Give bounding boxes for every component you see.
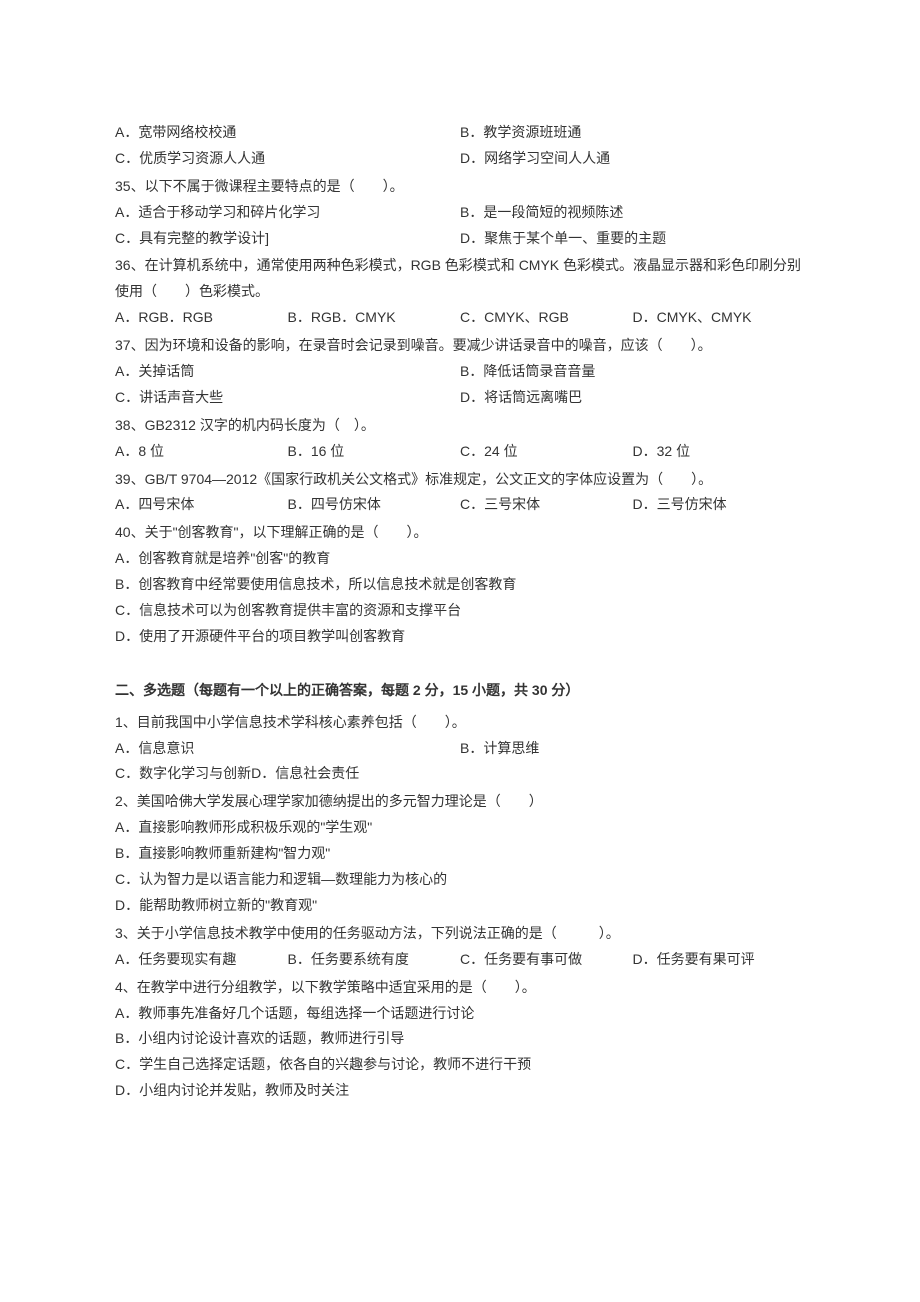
- option-b: B．创客教育中经常要使用信息技术，所以信息技术就是创客教育: [115, 572, 805, 598]
- option-d: D．使用了开源硬件平台的项目教学叫创客教育: [115, 624, 805, 650]
- option-a: A．信息意识: [115, 736, 460, 762]
- option-d: D．信息社会责任: [251, 765, 359, 781]
- option-row: A．8 位 B．16 位 C．24 位 D．32 位: [115, 439, 805, 465]
- option-d: D．小组内讨论并发贴，教师及时关注: [115, 1078, 805, 1104]
- question-partial: A．宽带网络校校通 B．教学资源班班通 C．优质学习资源人人通 D．网络学习空间…: [115, 120, 805, 172]
- question-40: 40、关于"创客教育"，以下理解正确的是（ ）。 A．创客教育就是培养"创客"的…: [115, 520, 805, 649]
- option-c: C．优质学习资源人人通: [115, 146, 460, 172]
- option-b: B．任务要系统有度: [288, 947, 461, 973]
- multi-question-3: 3、关于小学信息技术教学中使用的任务驱动方法，下列说法正确的是（ ）。 A．任务…: [115, 921, 805, 973]
- option-list: A．直接影响教师形成积极乐观的"学生观" B．直接影响教师重新建构"智力观" C…: [115, 815, 805, 919]
- option-d: D．将话筒远离嘴巴: [460, 385, 805, 411]
- question-stem: 4、在教学中进行分组教学，以下教学策略中适宜采用的是（ ）。: [115, 975, 805, 1001]
- question-stem: 37、因为环境和设备的影响，在录音时会记录到噪音。要减少讲话录音中的噪音，应该（…: [115, 333, 805, 359]
- option-d: D．聚焦于某个单一、重要的主题: [460, 226, 805, 252]
- option-row: A．关掉话筒 B．降低话筒录音音量: [115, 359, 805, 385]
- option-a: A．教师事先准备好几个话题，每组选择一个话题进行讨论: [115, 1001, 805, 1027]
- option-row: A．信息意识 B．计算思维: [115, 736, 805, 762]
- option-row: A．适合于移动学习和碎片化学习 B．是一段简短的视频陈述: [115, 200, 805, 226]
- question-37: 37、因为环境和设备的影响，在录音时会记录到噪音。要减少讲话录音中的噪音，应该（…: [115, 333, 805, 411]
- option-a: A．任务要现实有趣: [115, 947, 288, 973]
- option-c: C．信息技术可以为创客教育提供丰富的资源和支撑平台: [115, 598, 805, 624]
- option-row: A．RGB．RGB B．RGB．CMYK C．CMYK、RGB D．CMYK、C…: [115, 305, 805, 331]
- question-stem: 39、GB/T 9704—2012《国家行政机关公文格式》标准规定，公文正文的字…: [115, 467, 805, 493]
- question-stem: 36、在计算机系统中，通常使用两种色彩模式，RGB 色彩模式和 CMYK 色彩模…: [115, 253, 805, 305]
- option-a: A．RGB．RGB: [115, 305, 288, 331]
- option-d: D．32 位: [633, 439, 806, 465]
- question-stem: 2、美国哈佛大学发展心理学家加德纳提出的多元智力理论是（ ）: [115, 789, 805, 815]
- option-b: B．小组内讨论设计喜欢的话题，教师进行引导: [115, 1026, 805, 1052]
- option-c: C．24 位: [460, 439, 633, 465]
- question-stem: 35、以下不属于微课程主要特点的是（ ）。: [115, 174, 805, 200]
- question-stem: 38、GB2312 汉字的机内码长度为（ ）。: [115, 413, 805, 439]
- option-d: D．网络学习空间人人通: [460, 146, 805, 172]
- option-row: C．优质学习资源人人通 D．网络学习空间人人通: [115, 146, 805, 172]
- option-b: B．四号仿宋体: [288, 492, 461, 518]
- option-a: A．直接影响教师形成积极乐观的"学生观": [115, 815, 805, 841]
- option-a: A．四号宋体: [115, 492, 288, 518]
- option-row-merged: C．数字化学习与创新D．信息社会责任: [115, 761, 805, 787]
- option-c: C．讲话声音大些: [115, 385, 460, 411]
- option-b: B．降低话筒录音音量: [460, 359, 805, 385]
- option-d: D．能帮助教师树立新的"教育观": [115, 893, 805, 919]
- option-a: A．宽带网络校校通: [115, 120, 460, 146]
- option-a: A．关掉话筒: [115, 359, 460, 385]
- option-b: B．RGB．CMYK: [288, 305, 461, 331]
- option-c: C．学生自己选择定话题，依各自的兴趣参与讨论，教师不进行干预: [115, 1052, 805, 1078]
- section-2-title: 二、多选题（每题有一个以上的正确答案，每题 2 分，15 小题，共 30 分）: [115, 678, 805, 704]
- option-c: C．具有完整的教学设计]: [115, 226, 460, 252]
- option-a: A．创客教育就是培养"创客"的教育: [115, 546, 805, 572]
- question-38: 38、GB2312 汉字的机内码长度为（ ）。 A．8 位 B．16 位 C．2…: [115, 413, 805, 465]
- option-c: C．三号宋体: [460, 492, 633, 518]
- question-39: 39、GB/T 9704—2012《国家行政机关公文格式》标准规定，公文正文的字…: [115, 467, 805, 519]
- option-d: D．任务要有果可评: [633, 947, 806, 973]
- option-d: D．CMYK、CMYK: [633, 305, 806, 331]
- option-row: A．宽带网络校校通 B．教学资源班班通: [115, 120, 805, 146]
- question-stem: 3、关于小学信息技术教学中使用的任务驱动方法，下列说法正确的是（ ）。: [115, 921, 805, 947]
- option-d: D．三号仿宋体: [633, 492, 806, 518]
- option-b: B．计算思维: [460, 736, 805, 762]
- multi-question-2: 2、美国哈佛大学发展心理学家加德纳提出的多元智力理论是（ ） A．直接影响教师形…: [115, 789, 805, 918]
- option-row: C．讲话声音大些 D．将话筒远离嘴巴: [115, 385, 805, 411]
- question-stem: 40、关于"创客教育"，以下理解正确的是（ ）。: [115, 520, 805, 546]
- option-row: A．四号宋体 B．四号仿宋体 C．三号宋体 D．三号仿宋体: [115, 492, 805, 518]
- option-row: C．具有完整的教学设计] D．聚焦于某个单一、重要的主题: [115, 226, 805, 252]
- option-c: C．任务要有事可做: [460, 947, 633, 973]
- option-a: A．8 位: [115, 439, 288, 465]
- option-b: B．是一段简短的视频陈述: [460, 200, 805, 226]
- option-c: C．数字化学习与创新: [115, 765, 251, 781]
- question-36: 36、在计算机系统中，通常使用两种色彩模式，RGB 色彩模式和 CMYK 色彩模…: [115, 253, 805, 331]
- option-c: C．认为智力是以语言能力和逻辑—数理能力为核心的: [115, 867, 805, 893]
- multi-question-1: 1、目前我国中小学信息技术学科核心素养包括（ ）。 A．信息意识 B．计算思维 …: [115, 710, 805, 788]
- option-a: A．适合于移动学习和碎片化学习: [115, 200, 460, 226]
- option-row: A．任务要现实有趣 B．任务要系统有度 C．任务要有事可做 D．任务要有果可评: [115, 947, 805, 973]
- option-b: B．直接影响教师重新建构"智力观": [115, 841, 805, 867]
- option-c: C．CMYK、RGB: [460, 305, 633, 331]
- option-b: B．教学资源班班通: [460, 120, 805, 146]
- multi-question-4: 4、在教学中进行分组教学，以下教学策略中适宜采用的是（ ）。 A．教师事先准备好…: [115, 975, 805, 1104]
- question-stem: 1、目前我国中小学信息技术学科核心素养包括（ ）。: [115, 710, 805, 736]
- question-35: 35、以下不属于微课程主要特点的是（ ）。 A．适合于移动学习和碎片化学习 B．…: [115, 174, 805, 252]
- option-list: A．创客教育就是培养"创客"的教育 B．创客教育中经常要使用信息技术，所以信息技…: [115, 546, 805, 650]
- option-list: A．教师事先准备好几个话题，每组选择一个话题进行讨论 B．小组内讨论设计喜欢的话…: [115, 1001, 805, 1105]
- option-b: B．16 位: [288, 439, 461, 465]
